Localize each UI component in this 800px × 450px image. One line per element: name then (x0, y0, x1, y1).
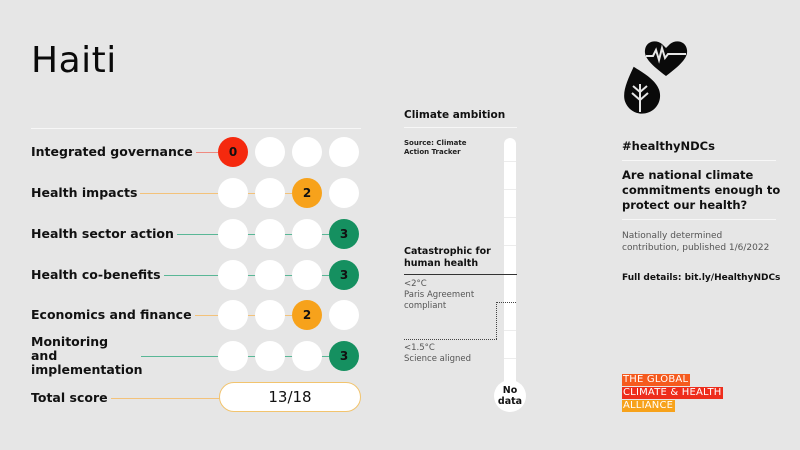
thermometer-tick (504, 245, 516, 246)
category-label: Health co-benefits (31, 268, 164, 282)
country-title: Haiti (31, 40, 117, 81)
ndc-publication-info: Nationally determined contribution, publ… (622, 231, 770, 253)
gcha-logo-line1: THE GLOBAL (622, 374, 691, 386)
score-dot-empty (255, 178, 285, 208)
divider (404, 127, 517, 128)
score-row: Health co-benefits 3 (31, 259, 361, 291)
thermometer-tick (504, 358, 516, 359)
hashtag: #healthyNDCs (622, 139, 715, 153)
score-dot-empty (255, 300, 285, 330)
paris-threshold-connector (496, 302, 497, 339)
climate-ambition-title: Climate ambition (404, 109, 506, 121)
divider (622, 160, 776, 161)
paris-temp-label: <2°C (404, 279, 427, 289)
score-dot-empty (292, 341, 322, 371)
score-dot-empty (292, 219, 322, 249)
score-dot-empty (255, 219, 285, 249)
category-label: Health sector action (31, 227, 177, 241)
score-dot-empty (218, 219, 248, 249)
thermometer-tick (504, 161, 516, 162)
catastrophic-threshold-line (404, 274, 517, 275)
score-dots: 3 (218, 218, 361, 250)
headline-question: Are national climate commitments enough … (622, 168, 781, 212)
score-row: Economics and finance 2 (31, 299, 361, 331)
gcha-logo-line3: ALLIANCE (622, 400, 676, 412)
score-dot-empty (255, 260, 285, 290)
climate-ambition-source: Source: Climate Action Tracker (404, 139, 467, 156)
score-connector (91, 234, 329, 235)
category-label: Integrated governance (31, 145, 196, 159)
score-dot-active: 2 (292, 300, 322, 330)
score-dot-active: 3 (329, 341, 359, 371)
score-dot-empty (255, 341, 285, 371)
score-row: Health sector action 3 (31, 218, 361, 250)
score-dot-empty (218, 260, 248, 290)
thermometer-tick (504, 189, 516, 190)
score-dot-active: 3 (329, 260, 359, 290)
total-score-row: Total score 13/18 (31, 382, 361, 414)
score-dot-empty (329, 300, 359, 330)
category-label: Health impacts (31, 186, 141, 200)
score-dots: 2 (218, 177, 361, 209)
score-row: Monitoring and implementation 3 (31, 335, 361, 377)
score-row: Health impacts 2 (31, 177, 361, 209)
thermometer-tick (504, 217, 516, 218)
catastrophic-label: Catastrophic for human health (404, 246, 491, 269)
thermometer-tick (504, 330, 516, 331)
score-dot-empty (292, 137, 322, 167)
paris-threshold-line (496, 302, 516, 303)
heart-leaf-icon (624, 41, 688, 114)
score-dots: 2 (218, 299, 361, 331)
divider (622, 219, 776, 220)
details-link[interactable]: Full details: bit.ly/HealthyNDCs (622, 273, 781, 283)
score-dot-empty (292, 260, 322, 290)
total-connector (91, 398, 221, 399)
paris-label: Paris Agreement compliant (404, 290, 475, 311)
score-dot-empty (255, 137, 285, 167)
score-dot-active: 2 (292, 178, 322, 208)
category-label: Monitoring and implementation (31, 334, 143, 377)
score-dot-active: 0 (218, 137, 248, 167)
science-label: Science aligned (404, 354, 471, 364)
thermometer-result: No data (494, 380, 526, 412)
thermometer-scale (504, 138, 516, 388)
score-dots: 0 (218, 136, 361, 168)
score-dot-active: 3 (329, 219, 359, 249)
score-connector (91, 275, 329, 276)
score-dot-empty (329, 137, 359, 167)
science-threshold-line (404, 339, 497, 340)
score-dots: 3 (218, 259, 361, 291)
score-dot-empty (218, 178, 248, 208)
total-score-label: Total score (31, 391, 111, 405)
score-dot-empty (218, 300, 248, 330)
score-dot-empty (218, 341, 248, 371)
divider (31, 128, 361, 129)
score-connector (91, 193, 292, 194)
gcha-logo-line2: CLIMATE & HEALTH (622, 387, 724, 399)
science-temp-label: <1.5°C (404, 343, 435, 353)
category-label: Economics and finance (31, 308, 195, 322)
score-connector (91, 356, 329, 357)
gcha-logo: THE GLOBAL CLIMATE & HEALTH ALLIANCE (622, 374, 724, 413)
score-dots: 3 (218, 340, 361, 372)
score-row: Integrated governance 0 (31, 136, 361, 168)
total-score-value: 13/18 (219, 382, 361, 412)
score-dot-empty (329, 178, 359, 208)
